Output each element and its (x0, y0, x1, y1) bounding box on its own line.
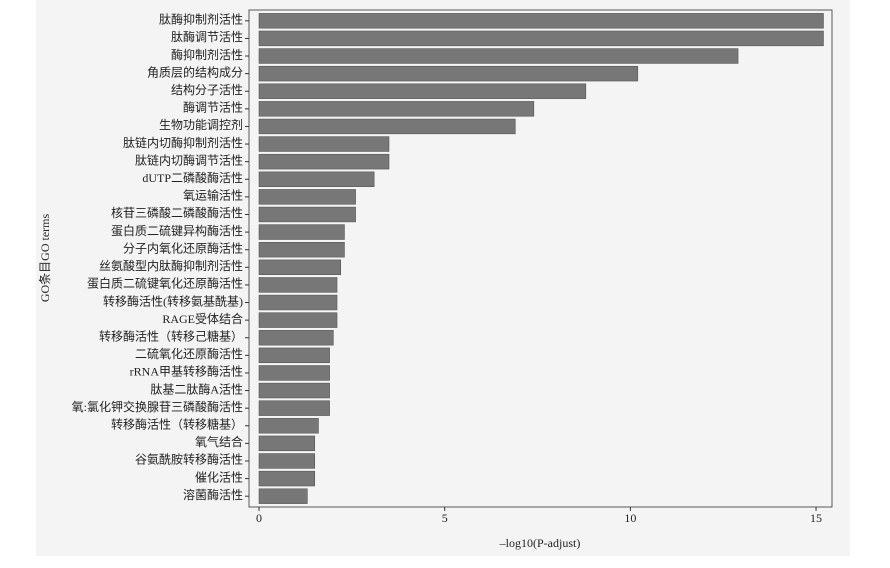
y-tick-label: 肽链内切酶抑制剂活性 (123, 135, 243, 150)
y-tick-label: 酶抑制剂活性 (171, 47, 243, 62)
bar (258, 488, 308, 504)
x-tick-label: 10 (624, 511, 636, 525)
bar (258, 435, 316, 452)
bar (258, 330, 334, 346)
y-axis-label: GO条目GO terms (38, 214, 52, 303)
bar (258, 30, 824, 47)
y-tick-label: 氧气结合 (195, 434, 243, 449)
y-tick-label: 丝氨酸型内肽酶抑制剂活性 (99, 258, 243, 273)
bar (258, 206, 356, 223)
bar (258, 294, 338, 311)
bar (258, 83, 587, 99)
y-tick-label: 转移酶活性(转移氨基酰基) (103, 293, 243, 308)
bar (258, 365, 330, 381)
bar (258, 171, 375, 187)
x-tick-label: 15 (810, 511, 822, 525)
y-tick-label: 转移酶活性（转移己糖基） (99, 328, 243, 343)
y-tick-label: RAGE受体结合 (162, 311, 243, 326)
y-tick-label: 酶调节活性 (183, 100, 243, 115)
y-tick-label: 二硫氧化还原酶活性 (135, 346, 243, 361)
y-tick-label: 肽酶调节活性 (171, 29, 243, 44)
bar (258, 118, 516, 135)
y-tick-label: 谷氨酰胺转移酶活性 (135, 452, 243, 467)
bar (258, 382, 330, 399)
bar (258, 470, 316, 487)
bar (258, 453, 316, 469)
y-tick-label: rRNA甲基转移酶活性 (130, 364, 243, 379)
y-tick-label: 生物功能调控剂 (159, 117, 243, 132)
bar (258, 418, 319, 434)
bar (258, 189, 356, 205)
bar (258, 347, 330, 364)
bar (258, 242, 345, 258)
y-tick-label: 催化活性 (195, 470, 243, 484)
y-tick-label: 氧:氯化钾交换腺苷三磷酸酶活性 (72, 399, 243, 414)
bar (258, 277, 338, 293)
x-tick-label: 0 (256, 511, 262, 525)
bar (258, 259, 342, 275)
y-tick-label: 蛋白质二硫键异构酶活性 (111, 223, 243, 238)
x-axis-label: –log10(P-adjust) (499, 536, 581, 550)
y-tick-label: 分子内氧化还原酶活性 (123, 240, 243, 255)
y-tick-label: dUTP二磷酸酶活性 (142, 170, 243, 185)
bar (258, 48, 739, 64)
bar (258, 400, 330, 416)
y-tick-label: 结构分子活性 (171, 82, 243, 97)
y-tick-label: 转移酶活性（转移糖基） (111, 417, 243, 432)
y-tick-label: 氧运输活性 (183, 188, 243, 203)
y-tick-label: 核苷三磷酸二磷酸酶活性 (111, 205, 243, 220)
bar (258, 13, 824, 29)
y-tick-label: 角质层的结构成分 (147, 64, 243, 79)
x-tick-label: 5 (442, 511, 448, 525)
bar (258, 224, 345, 240)
bar (258, 136, 390, 152)
y-tick-label: 肽基二肽酶A活性 (150, 381, 243, 396)
y-tick-label: 肽酶抑制剂活性 (159, 12, 243, 27)
bar (258, 101, 535, 117)
y-tick-label: 肽链内切酶调节活性 (135, 152, 243, 167)
bar (258, 65, 639, 82)
y-tick-label: 溶菌酶活性 (183, 487, 243, 502)
bar (258, 153, 390, 170)
bar (258, 312, 338, 328)
y-tick-label: 蛋白质二硫键氧化还原酶活性 (87, 276, 243, 291)
